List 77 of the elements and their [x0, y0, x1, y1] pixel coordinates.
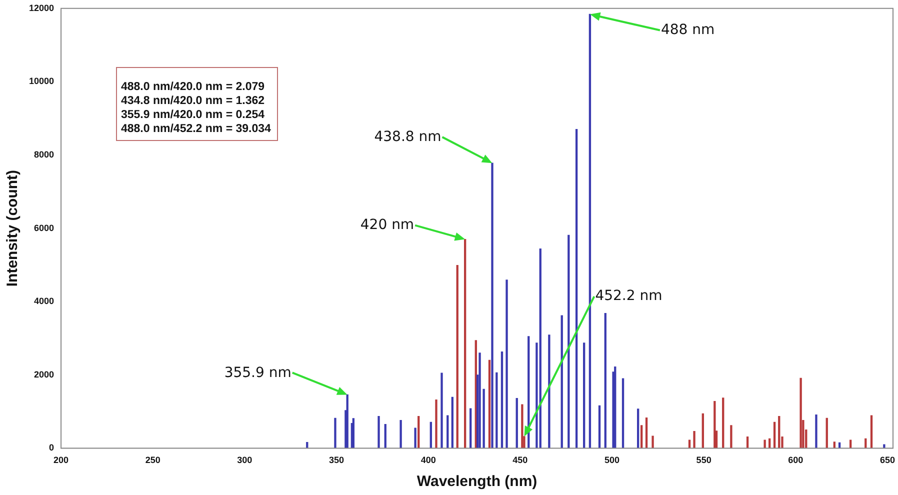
- bar: [598, 405, 601, 448]
- bar: [583, 342, 586, 448]
- y-axis-title: Intensity (count): [4, 170, 22, 287]
- bar: [414, 428, 416, 448]
- bar: [575, 129, 578, 448]
- bar: [722, 398, 724, 448]
- y-tick-label: 10000: [28, 76, 54, 86]
- x-tick-label: 350: [328, 455, 344, 466]
- bar: [568, 234, 570, 448]
- bar: [418, 416, 420, 448]
- bar: [464, 238, 466, 448]
- bar: [652, 436, 654, 448]
- bar: [815, 414, 818, 448]
- bar: [352, 418, 354, 448]
- bar: [693, 431, 696, 448]
- x-tick-label: 250: [145, 455, 160, 466]
- annotation: 488.0 nm/452.2 nm = 39.034: [121, 122, 271, 136]
- x-tick-label: 450: [512, 455, 528, 466]
- bar: [491, 162, 494, 448]
- y-tick-label: 2000: [34, 369, 54, 380]
- annotation: 434.8 nm/420.0 nm = 1.362: [121, 94, 266, 108]
- x-tick-label: 200: [54, 455, 69, 466]
- y-tick-label: 8000: [34, 149, 54, 160]
- x-tick-label: 600: [788, 455, 804, 466]
- x-tick-label: 500: [604, 455, 620, 466]
- x-tick-label: 550: [696, 455, 712, 466]
- annotation: 438.8 nm: [374, 128, 442, 146]
- bar: [640, 425, 643, 448]
- y-tick-label: 0: [49, 442, 54, 453]
- bar: [488, 360, 491, 448]
- bar: [346, 394, 348, 448]
- bar: [702, 413, 704, 448]
- bar: [604, 313, 606, 448]
- bar: [400, 420, 402, 448]
- bar: [778, 416, 780, 448]
- bar: [384, 424, 386, 448]
- bar: [764, 440, 766, 448]
- bar: [730, 425, 732, 448]
- bar: [622, 378, 624, 448]
- bar: [588, 14, 592, 448]
- annotation: 355.9 nm: [224, 364, 292, 382]
- bar: [521, 404, 524, 448]
- bar: [470, 408, 472, 448]
- bar: [714, 400, 716, 448]
- bar: [334, 418, 336, 448]
- bar: [637, 408, 640, 448]
- bar: [516, 398, 518, 448]
- bar: [435, 399, 438, 448]
- x-tick-label: 650: [880, 455, 895, 466]
- bar: [826, 418, 828, 448]
- bar: [440, 372, 443, 448]
- y-tick-label: 12000: [28, 2, 54, 13]
- bar: [548, 334, 550, 448]
- y-tick-label: 6000: [34, 222, 54, 233]
- annotation: 355.9 nm/420.0 nm = 0.254: [121, 108, 266, 122]
- bar: [478, 352, 481, 448]
- bar: [378, 416, 380, 448]
- x-tick-label: 300: [237, 455, 252, 466]
- bar: [800, 378, 802, 448]
- bar: [506, 280, 508, 448]
- annotation: 488 nm: [660, 21, 715, 40]
- annotation: 488.0 nm/420.0 nm = 2.079: [121, 80, 266, 94]
- bar: [456, 264, 458, 448]
- annotation: 452.2 nm: [595, 287, 662, 306]
- bar: [496, 372, 498, 448]
- x-tick-label: 400: [420, 455, 436, 466]
- bar: [614, 366, 616, 448]
- bar: [883, 444, 886, 448]
- annotation: 420 nm: [360, 216, 414, 234]
- bar: [870, 415, 873, 448]
- bar: [539, 248, 542, 448]
- bar: [500, 351, 504, 448]
- y-tick-label: 4000: [34, 296, 54, 306]
- bar: [645, 417, 648, 448]
- bar: [451, 396, 454, 448]
- x-axis-title: Wavelength (nm): [416, 473, 538, 490]
- bar: [446, 415, 449, 448]
